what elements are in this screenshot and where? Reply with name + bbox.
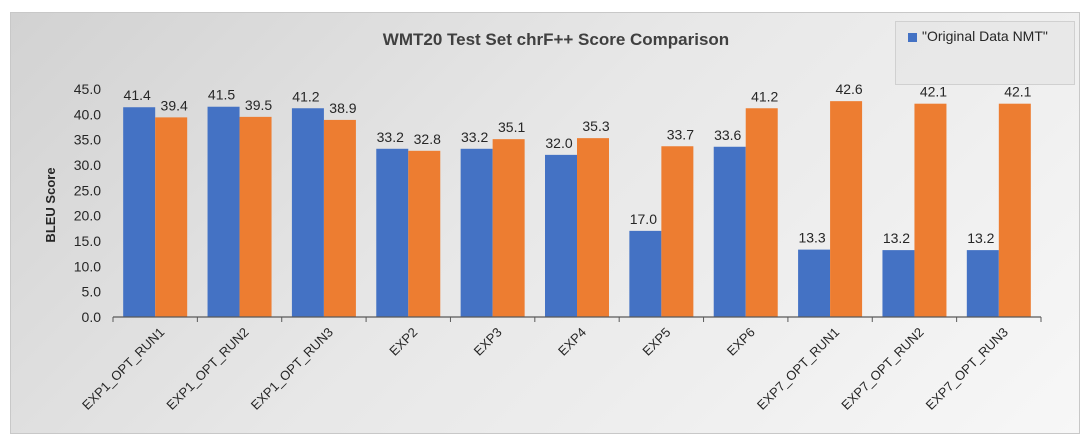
bar-series-1-exp1_opt_run2 xyxy=(239,116,272,317)
data-label-series-1: 35.3 xyxy=(582,118,609,134)
y-tick-label: 35.0 xyxy=(74,132,101,148)
data-label-series-1: 33.7 xyxy=(667,126,694,142)
data-label-series-1: 42.6 xyxy=(835,81,862,97)
bar-series-1-exp4 xyxy=(577,138,609,317)
bars xyxy=(123,101,1031,318)
y-tick-label: 30.0 xyxy=(74,157,101,173)
bar-series-0-exp1_opt_run2 xyxy=(207,106,240,317)
x-tick-label: EXP1_OPT_RUN1 xyxy=(79,325,167,413)
data-label-series-0: 33.2 xyxy=(377,129,404,145)
chart-area: WMT20 Test Set chrF++ Score Comparison B… xyxy=(10,12,1080,434)
data-label-series-1: 35.1 xyxy=(498,119,525,135)
data-labels: 41.4 39.4 41.5 39.5 41.2 38.9 33.2 32.8 33.2 35.1… xyxy=(124,81,1032,246)
data-label-series-0: 13.2 xyxy=(967,230,994,246)
y-tick-label: 25.0 xyxy=(74,182,101,198)
bar-series-1-exp7_opt_run2 xyxy=(914,103,947,318)
data-label-series-0: 41.5 xyxy=(208,87,235,103)
bar-series-0-exp2 xyxy=(376,148,409,317)
x-tick-label: EXP7_OPT_RUN1 xyxy=(754,325,842,413)
bar-series-0-exp4 xyxy=(545,154,577,317)
bar-chart: WMT20 Test Set chrF++ Score Comparison B… xyxy=(43,30,1042,413)
x-tick-label: EXP7_OPT_RUN2 xyxy=(838,325,926,413)
bar-series-0-exp7_opt_run3 xyxy=(966,250,999,317)
bar-series-1-exp1_opt_run3 xyxy=(323,119,356,317)
data-label-series-0: 41.2 xyxy=(292,88,319,104)
legend-label-original-data: "Original Data NMT" xyxy=(922,28,1048,44)
bar-series-1-exp3 xyxy=(492,139,525,317)
data-label-series-1: 32.8 xyxy=(414,131,441,147)
data-label-series-1: 42.1 xyxy=(1004,84,1031,100)
data-label-series-0: 33.6 xyxy=(714,127,741,143)
bar-series-0-exp6 xyxy=(713,146,746,317)
bar-series-1-exp5 xyxy=(661,146,694,317)
chart-title: WMT20 Test Set chrF++ Score Comparison xyxy=(383,30,729,49)
data-label-series-1: 39.5 xyxy=(245,97,272,113)
y-tick-label: 15.0 xyxy=(74,233,101,249)
bar-series-1-exp7_opt_run1 xyxy=(830,101,863,317)
bar-series-1-exp1_opt_run1 xyxy=(155,117,188,317)
x-tick-label: EXP2 xyxy=(386,325,420,359)
data-label-series-1: 42.1 xyxy=(920,84,947,100)
x-tick-label: EXP1_OPT_RUN2 xyxy=(163,325,251,413)
y-tick-label: 0.0 xyxy=(82,309,102,325)
data-label-series-1: 38.9 xyxy=(329,100,356,116)
data-label-series-0: 13.3 xyxy=(798,230,825,246)
x-tick-label: EXP1_OPT_RUN3 xyxy=(248,325,336,413)
bar-series-1-exp2 xyxy=(408,150,441,317)
y-tick-label: 20.0 xyxy=(74,208,101,224)
data-label-series-0: 33.2 xyxy=(461,129,488,145)
legend: "Original Data NMT" xyxy=(895,21,1075,85)
data-label-series-0: 32.0 xyxy=(545,135,572,151)
data-label-series-1: 41.2 xyxy=(751,88,778,104)
data-label-series-1: 39.4 xyxy=(161,97,188,113)
y-axis-ticks: 0.0 5.0 10.0 15.0 20.0 25.0 30.0 35.0 40.0 45.0 xyxy=(74,81,101,325)
bar-series-1-exp6 xyxy=(745,108,778,318)
y-tick-label: 10.0 xyxy=(74,258,101,274)
y-tick-label: 40.0 xyxy=(74,106,101,122)
y-axis-label: BLEU Score xyxy=(43,167,58,242)
bar-series-0-exp1_opt_run1 xyxy=(123,107,156,318)
bar-series-0-exp7_opt_run2 xyxy=(882,250,915,317)
x-tick-label: EXP6 xyxy=(724,325,758,359)
y-tick-label: 5.0 xyxy=(82,284,102,300)
bar-series-1-exp7_opt_run3 xyxy=(998,103,1031,318)
y-tick-label: 45.0 xyxy=(74,81,101,97)
bar-series-0-exp5 xyxy=(629,230,662,317)
bar-series-0-exp7_opt_run1 xyxy=(798,249,831,317)
bar-series-0-exp3 xyxy=(460,148,493,317)
bar-series-0-exp1_opt_run3 xyxy=(291,108,324,318)
data-label-series-0: 13.2 xyxy=(883,230,910,246)
data-label-series-0: 17.0 xyxy=(630,211,657,227)
x-tick-label: EXP5 xyxy=(639,325,673,359)
data-label-series-0: 41.4 xyxy=(124,87,151,103)
legend-swatch-original-data xyxy=(908,33,917,42)
x-tick-label: EXP7_OPT_RUN3 xyxy=(923,325,1011,413)
x-tick-label: EXP4 xyxy=(555,325,589,359)
x-tick-label: EXP3 xyxy=(471,325,505,359)
